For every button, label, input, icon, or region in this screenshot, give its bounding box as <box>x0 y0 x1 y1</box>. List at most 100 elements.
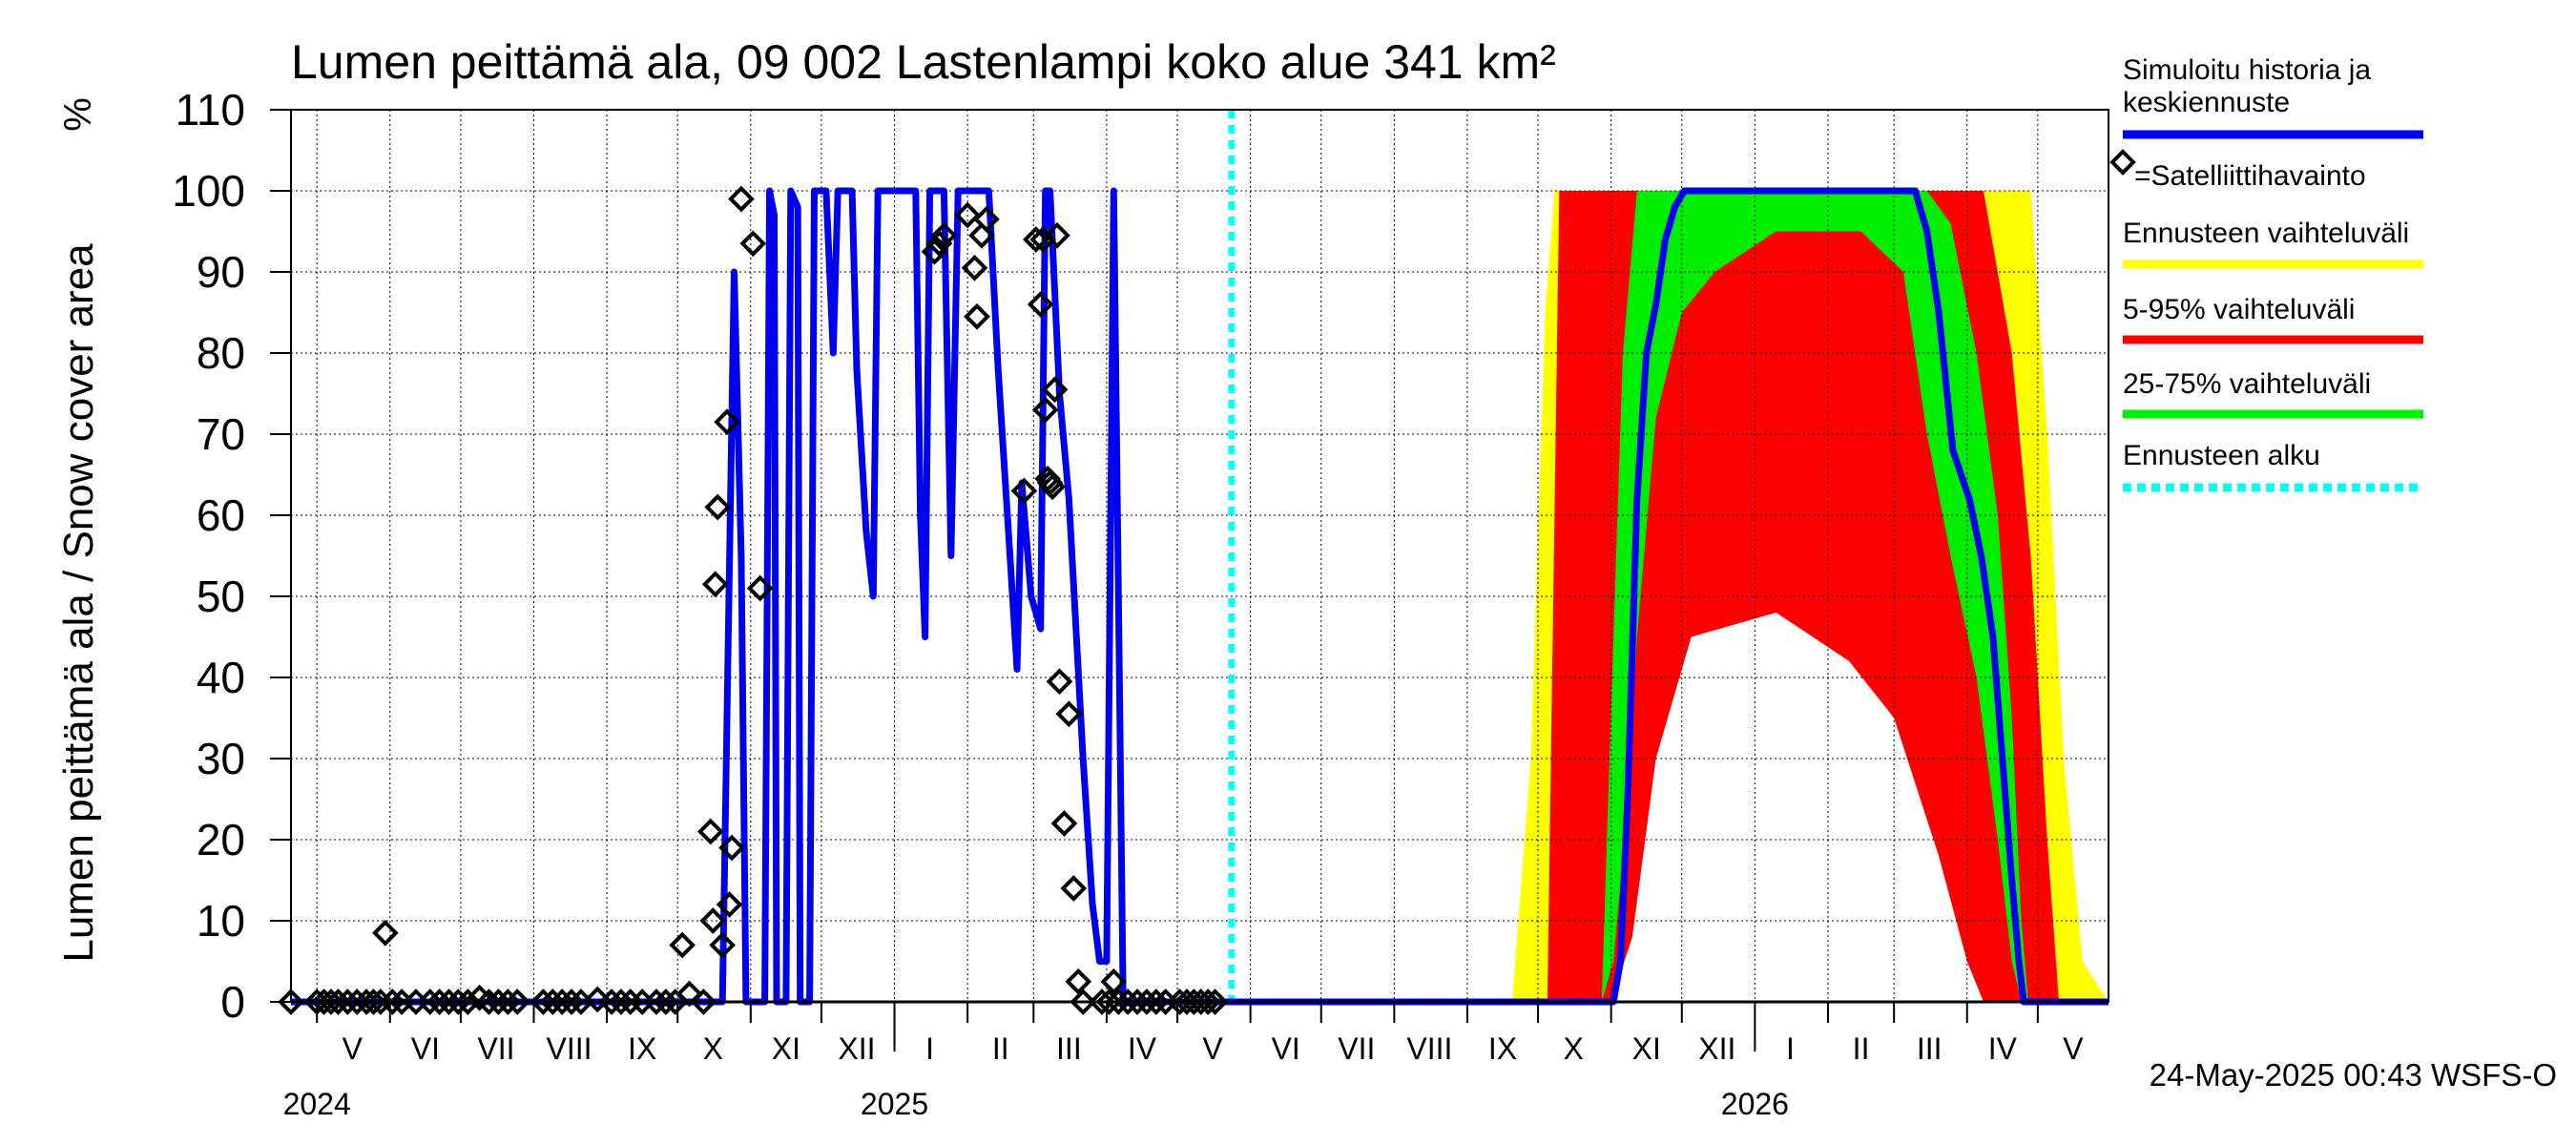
legend-label-3: 5-95% vaihteluväli <box>2123 294 2355 325</box>
observation-point-17 <box>445 989 472 1015</box>
observation-point-11 <box>379 989 406 1015</box>
observation-point-18 <box>454 989 482 1015</box>
legend-swatch-1 <box>2109 149 2136 176</box>
observation-point-51 <box>921 238 948 265</box>
x-year-label-0: 2024 <box>283 1087 351 1121</box>
observation-point-42 <box>701 571 729 598</box>
y-tick-label-3: 30 <box>197 734 245 783</box>
legend-label-0-line2: keskiennuste <box>2123 87 2290 118</box>
x-month-label-13: VI <box>1272 1031 1300 1066</box>
x-month-label-22: III <box>1917 1031 1942 1066</box>
y-tick-label-1: 10 <box>197 896 245 946</box>
x-month-label-0: V <box>343 1031 364 1066</box>
x-month-label-8: I <box>925 1031 934 1066</box>
observation-point-46 <box>716 891 743 918</box>
observation-point-10 <box>372 919 399 947</box>
y-tick-label-9: 90 <box>197 247 245 297</box>
observation-point-77 <box>1100 968 1128 995</box>
observation-point-45 <box>714 408 740 436</box>
observation-point-22 <box>494 989 522 1015</box>
observation-point-25 <box>539 989 567 1015</box>
observation-point-59 <box>1010 477 1038 505</box>
observation-point-62 <box>1029 226 1057 253</box>
observation-point-72 <box>1060 875 1088 902</box>
x-month-label-4: IX <box>628 1031 656 1066</box>
observation-point-74 <box>1070 989 1097 1015</box>
x-month-label-12: V <box>1202 1031 1223 1066</box>
observation-point-63 <box>1031 396 1059 424</box>
band-2 <box>1601 191 2028 1002</box>
observation-point-73 <box>1065 968 1092 995</box>
y-tick-label-10: 100 <box>172 166 245 216</box>
observation-point-66 <box>1039 473 1066 501</box>
observation-point-23 <box>504 989 531 1015</box>
observation-point-14 <box>416 989 444 1015</box>
x-month-label-18: XI <box>1632 1031 1661 1066</box>
x-year-label-1: 2025 <box>861 1087 928 1121</box>
x-month-label-3: VIII <box>547 1031 592 1066</box>
observation-point-71 <box>1055 700 1083 728</box>
legend-label-4: 25-75% vaihteluväli <box>2123 368 2371 400</box>
observation-point-61 <box>1027 291 1054 318</box>
satellite-observations <box>278 185 1229 1015</box>
observation-point-4 <box>324 989 352 1015</box>
observation-point-60 <box>1022 226 1049 253</box>
observation-point-70 <box>1050 810 1078 837</box>
x-month-label-17: X <box>1563 1031 1583 1066</box>
x-month-label-6: XI <box>772 1031 800 1066</box>
grid-lines <box>291 110 2109 1002</box>
observation-point-80 <box>1124 989 1151 1015</box>
observation-point-31 <box>608 989 634 1015</box>
observation-point-38 <box>675 980 703 1008</box>
observation-point-24 <box>530 989 557 1015</box>
observation-point-79 <box>1114 989 1141 1015</box>
plot-area <box>278 109 2109 1015</box>
observation-point-54 <box>954 201 981 229</box>
observation-point-30 <box>598 989 625 1015</box>
x-month-label-2: VII <box>477 1031 514 1066</box>
chart-title: Lumen peittämä ala, 09 002 Lastenlampi k… <box>291 35 1556 89</box>
observation-point-21 <box>485 989 512 1015</box>
legend-label-1: =Satelliittihavainto <box>2134 160 2366 192</box>
y-tick-label-2: 20 <box>197 815 245 864</box>
observation-point-78 <box>1105 989 1132 1015</box>
legend-label-5: Ennusteen alku <box>2123 440 2320 471</box>
x-month-label-19: XII <box>1698 1031 1735 1066</box>
observation-point-47 <box>718 834 745 862</box>
observation-point-67 <box>1041 376 1069 404</box>
observation-point-49 <box>739 230 767 258</box>
x-month-label-10: III <box>1056 1031 1082 1066</box>
observation-point-55 <box>961 254 988 281</box>
y-tick-label-4: 40 <box>197 653 245 702</box>
x-month-label-9: II <box>992 1031 1009 1066</box>
x-month-label-11: IV <box>1128 1031 1157 1066</box>
observation-point-26 <box>549 989 575 1015</box>
timestamp: 24-May-2025 00:43 WSFS-O <box>2150 1057 2557 1093</box>
observation-point-40 <box>696 818 724 845</box>
y-tick-label-6: 60 <box>197 490 245 540</box>
x-axis: V VI VII VIII IX X XI XII I II III IV V VI VII VIII IX X X… <box>283 1000 2109 1121</box>
x-month-label-14: VII <box>1338 1031 1375 1066</box>
y-tick-label-0: 0 <box>220 977 245 1027</box>
observation-point-27 <box>558 989 585 1015</box>
observation-point-15 <box>426 989 453 1015</box>
legend-label-2: Ennusteen vaihteluväli <box>2123 218 2409 249</box>
x-month-label-16: IX <box>1488 1031 1517 1066</box>
observation-point-56 <box>964 302 990 330</box>
observation-point-57 <box>968 221 995 249</box>
observation-point-69 <box>1046 668 1073 696</box>
observation-point-82 <box>1142 989 1170 1015</box>
x-month-label-21: II <box>1853 1031 1870 1066</box>
observation-point-8 <box>360 989 387 1015</box>
observation-point-50 <box>746 574 774 602</box>
observation-point-34 <box>643 989 670 1015</box>
observation-point-39 <box>690 989 717 1015</box>
y-tick-label-11: 110 <box>176 85 245 135</box>
y-axis-label: Lumen peittämä ala / Snow cover area <box>55 243 102 963</box>
x-month-label-24: V <box>2063 1031 2084 1066</box>
x-month-label-20: I <box>1786 1031 1795 1066</box>
x-month-label-15: VIII <box>1406 1031 1452 1066</box>
observation-point-20 <box>475 989 503 1015</box>
x-month-label-7: XII <box>838 1031 875 1066</box>
